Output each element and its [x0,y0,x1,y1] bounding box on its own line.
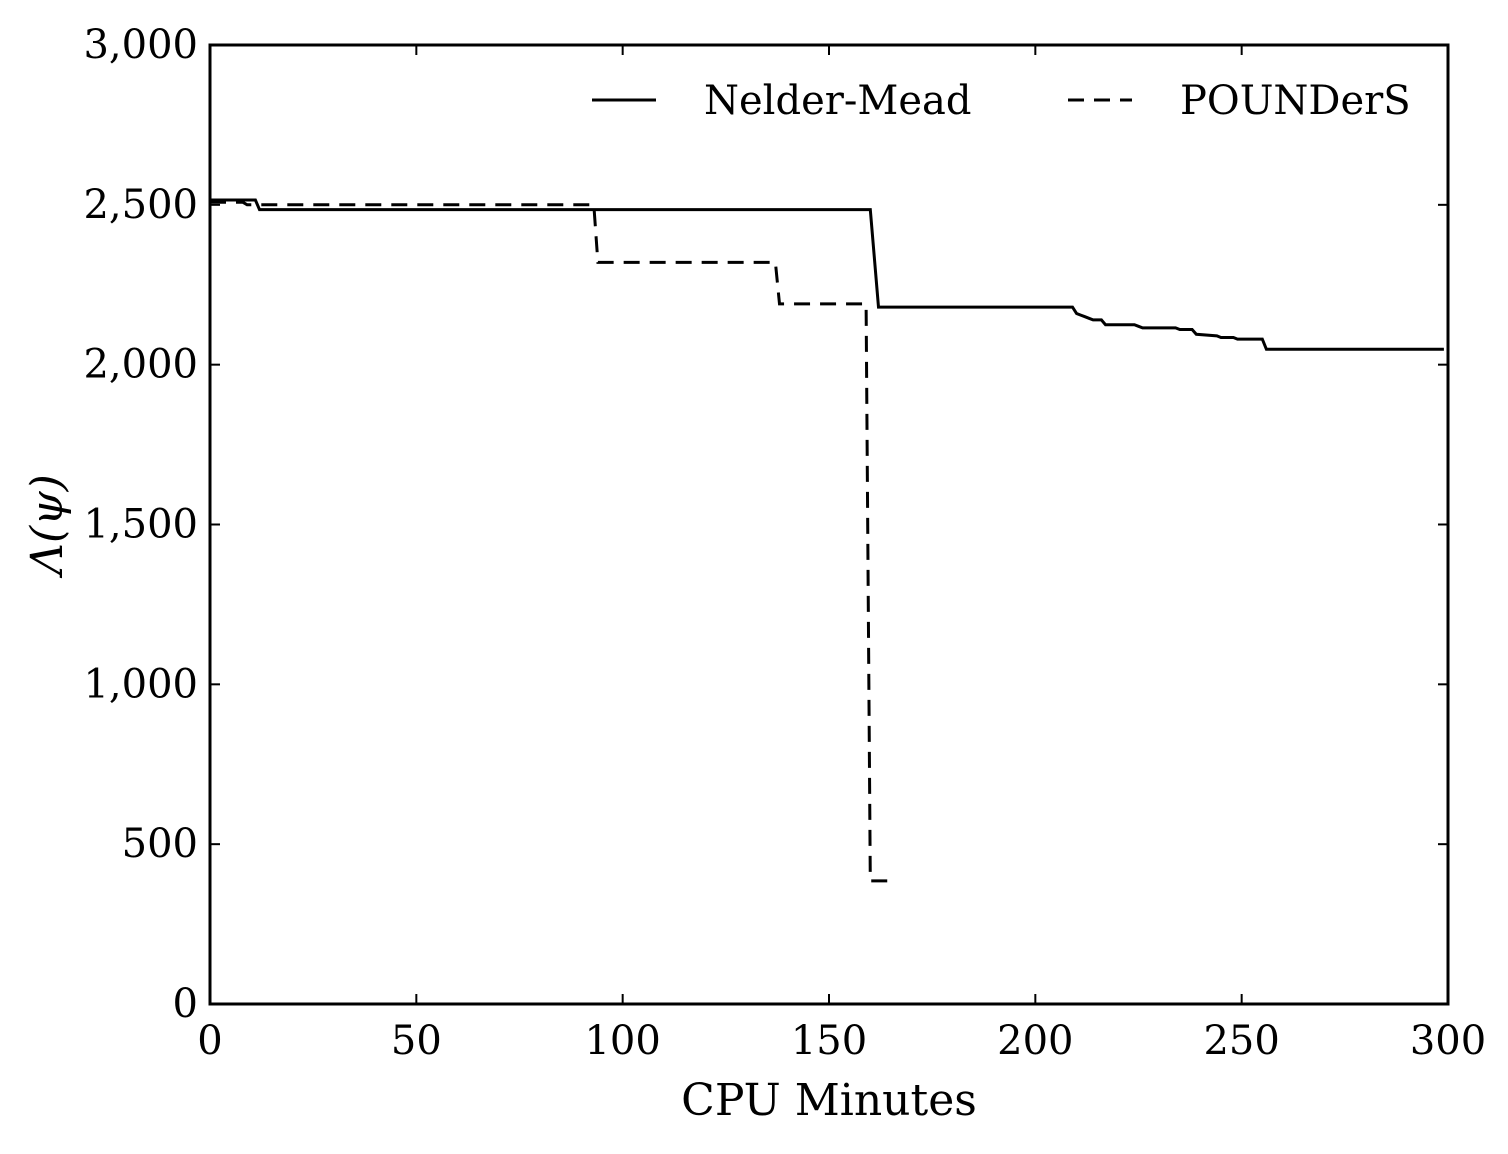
x-tick-label: 200 [997,1018,1073,1064]
legend-label: Nelder-Mead [704,78,971,124]
plot-area-frame [208,43,1450,1006]
y-tick-label: 2,500 [83,182,198,228]
y-axis-title: Λ(ψ) [22,474,73,579]
y-tick-label: 1,500 [83,502,198,548]
x-tick-label: 300 [1410,1018,1486,1064]
y-tick-label: 0 [173,981,198,1027]
series-line-pounders [210,200,891,883]
series-line-nelder-mead [210,198,1444,351]
y-tick-label: 1,000 [83,661,198,707]
x-axis-title: CPU Minutes [681,1075,977,1126]
y-tick-label: 2,000 [83,342,198,388]
x-tick-label: 0 [197,1018,222,1064]
x-tick-label: 250 [1203,1018,1279,1064]
y-tick-label: 3,000 [83,22,198,68]
x-tick-label: 150 [791,1018,867,1064]
x-tick-label: 50 [391,1018,442,1064]
axis-ticks: 0 50 100 150 200 250 300 0 500 1,000 1,500 2,000 2,5… [83,22,1486,1064]
plot-marks [210,198,1444,883]
x-tick-label: 100 [584,1018,660,1064]
legend: Nelder-Mead POUNDerS [592,78,1411,124]
legend-label: POUNDerS [1180,78,1411,124]
y-tick-label: 500 [122,821,198,867]
